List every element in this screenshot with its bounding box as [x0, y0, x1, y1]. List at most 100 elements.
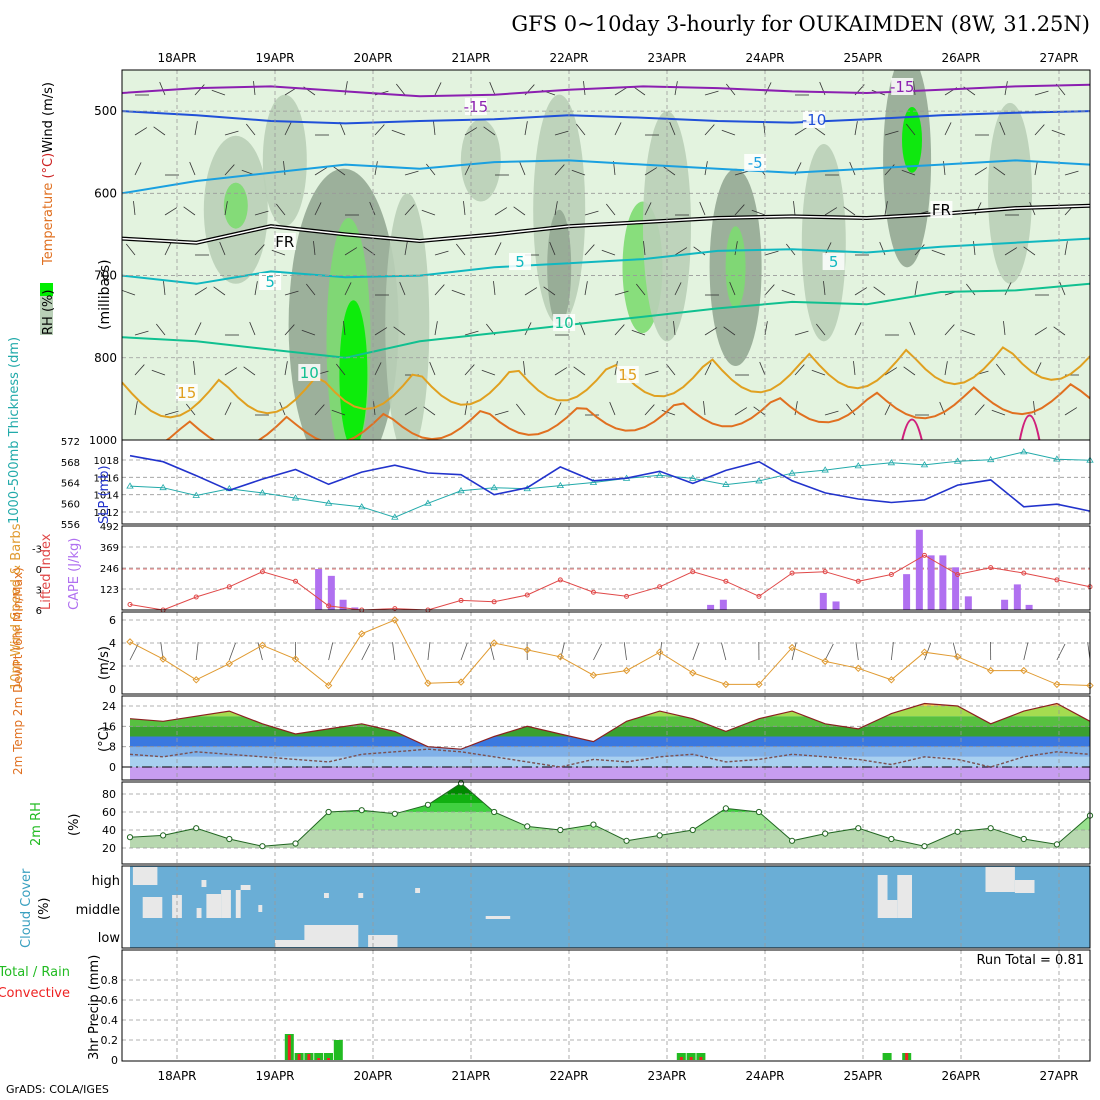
- wind-barb: [1004, 247, 1018, 256]
- y-tick-label: 600: [94, 186, 117, 200]
- cloud-block: [172, 895, 182, 918]
- wind-barb: [943, 161, 946, 176]
- contour-label: 10: [555, 314, 574, 332]
- wind-barb: [974, 404, 985, 416]
- thickness-point: [986, 455, 995, 463]
- li-point: [624, 593, 630, 599]
- li-point: [127, 602, 133, 608]
- wind-barb: [1059, 281, 1066, 296]
- wind-barb: [1064, 170, 1079, 176]
- wind-barb: [219, 241, 226, 256]
- cloud-block: [275, 940, 320, 947]
- thickness-point: [821, 466, 829, 473]
- precip-bar: [324, 1053, 333, 1060]
- cloud-block: [887, 900, 898, 918]
- wind-barb: [284, 122, 292, 136]
- cloud-block: [415, 888, 421, 893]
- wind-barb: [194, 121, 198, 136]
- y-tick-label: 500: [94, 104, 117, 118]
- contour-label: 5: [265, 273, 275, 291]
- rh-point: [358, 807, 365, 814]
- cape-bar: [719, 599, 727, 610]
- wind-barb: [704, 124, 715, 136]
- chart-title: GFS 0~10day 3-hourly for OUKAIMDEN (8W, …: [511, 12, 1090, 36]
- li-point: [988, 565, 994, 571]
- rh2m-frame: [121, 781, 1091, 865]
- wind-barb: [494, 207, 508, 216]
- temp-band-below-zero: [130, 767, 1090, 780]
- thickness-tick: 572: [61, 437, 80, 448]
- temp-band: [130, 706, 1090, 717]
- slp-tick: 1014: [94, 491, 119, 502]
- wind-barb: [393, 326, 406, 336]
- thickness-tick: 568: [61, 458, 80, 469]
- li-point: [1054, 577, 1060, 583]
- wind-barb: [763, 121, 766, 136]
- contour-label-bg: [930, 201, 953, 218]
- temp-frame: [121, 695, 1091, 781]
- rh-shading: [339, 300, 368, 440]
- rh-shading: [902, 107, 922, 173]
- contour-label-bg: [553, 314, 576, 331]
- date-label-top: 24APR: [745, 51, 784, 65]
- li-point: [392, 606, 398, 612]
- date-label-bottom: 25APR: [843, 1069, 882, 1083]
- cape-bar: [915, 529, 923, 610]
- date-label-top: 18APR: [157, 51, 196, 65]
- rh-point: [656, 832, 663, 839]
- thickness-point: [689, 474, 697, 481]
- wind-barb: [193, 361, 196, 376]
- wind-point: [523, 646, 531, 654]
- axis-label-rh-unit: (%): [67, 814, 82, 837]
- wind-barb: [703, 401, 706, 416]
- wind-barb: [666, 363, 676, 376]
- contour-label: 15: [618, 366, 637, 384]
- wind-tick: 4: [109, 637, 116, 650]
- wind-point: [424, 679, 432, 687]
- date-label-bottom: 19APR: [255, 1069, 294, 1083]
- wind-barb: [224, 367, 238, 376]
- series-dewpt: [129, 748, 1091, 768]
- wind-barb: [846, 403, 856, 416]
- axis-label-lifted-index: Lifted Index: [39, 533, 54, 610]
- wind-barb: [134, 364, 145, 376]
- wind-barb: [914, 281, 918, 296]
- axis-label-precip-conv: Convective: [0, 986, 70, 1001]
- wind-barb: [854, 322, 862, 336]
- rh-tick: 80: [102, 788, 116, 801]
- wind-barb-10m: [824, 643, 834, 661]
- wind-barb: [524, 287, 538, 296]
- wind-point: [324, 681, 333, 690]
- thickness-point: [291, 494, 300, 501]
- contour-line: [122, 83, 1090, 98]
- date-label-top: 25APR: [843, 51, 882, 65]
- axis-label-slp: SLP (mb): [97, 465, 112, 524]
- cloud-block: [368, 935, 398, 947]
- rh-point: [126, 834, 134, 841]
- wind-barb: [961, 329, 976, 336]
- wind-barb: [554, 164, 565, 176]
- wind-barb: [254, 210, 269, 216]
- li-point: [491, 599, 497, 605]
- wind-barb: [636, 283, 646, 296]
- wind-barb: [516, 403, 526, 416]
- wind-barb: [973, 241, 976, 256]
- thickness-point: [887, 459, 896, 466]
- rh-point: [457, 780, 465, 787]
- wind-barb: [284, 324, 295, 336]
- wind-barb: [693, 246, 706, 256]
- wind-point: [258, 641, 267, 650]
- contour-label: 15: [177, 384, 196, 402]
- precip-tick: 0.6: [101, 994, 119, 1007]
- profile-layer: -15 -15 -10 -5 FR FR 5 5 5 10 10 15 15: [122, 70, 1090, 440]
- rh-shading: [262, 94, 307, 227]
- wind-barb: [194, 84, 205, 96]
- wind-barb-10m: [890, 642, 894, 661]
- precip-bar: [882, 1053, 892, 1060]
- wind-barb: [481, 369, 496, 376]
- axis-label-thickness: 1000-500mb Thickness (dm): [7, 337, 22, 524]
- wind-barb: [824, 207, 838, 216]
- wind-barb: [313, 241, 316, 256]
- wind-barb: [643, 241, 646, 256]
- rh-point: [259, 843, 266, 850]
